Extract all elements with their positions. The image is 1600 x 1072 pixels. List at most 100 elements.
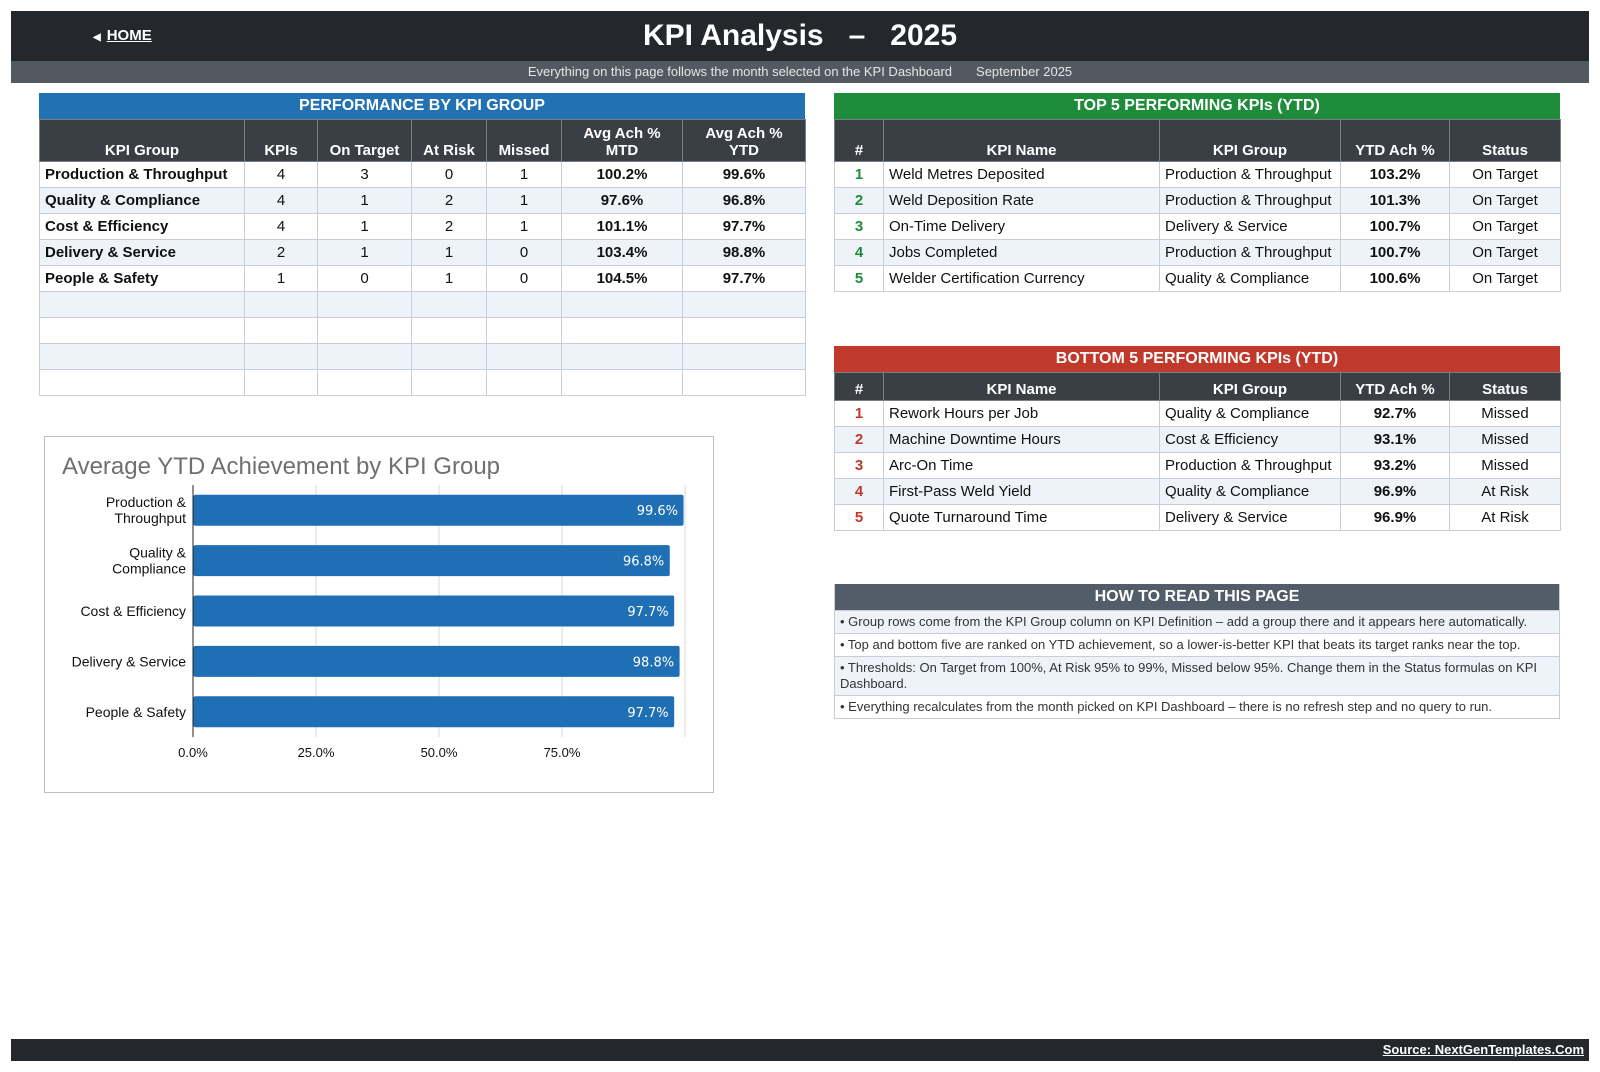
group-cell xyxy=(411,317,487,344)
table-row xyxy=(39,291,806,318)
how-to-read-item: • Group rows come from the KPI Group col… xyxy=(835,610,1559,633)
table-row xyxy=(39,343,806,370)
subtitle-bar: Everything on this page follows the mont… xyxy=(11,61,1589,83)
group-cell xyxy=(411,343,487,370)
group-col-header-line: KPI Group xyxy=(104,142,180,159)
group-cell: 104.5% xyxy=(561,265,683,292)
kpi-name-cell: Machine Downtime Hours xyxy=(883,426,1160,453)
kpi-name-cell: First-Pass Weld Yield xyxy=(883,478,1160,505)
ytd-ach-cell: 101.3% xyxy=(1340,187,1450,214)
bar-value-label: 99.6% xyxy=(637,504,678,519)
group-cell: 4 xyxy=(244,187,318,214)
group-cell xyxy=(411,369,487,396)
group-col-header-line: KPIs xyxy=(264,142,298,159)
kpi-group-name: Production & Throughput xyxy=(39,161,245,188)
group-cell: 99.6% xyxy=(682,161,806,188)
bar xyxy=(193,595,675,627)
group-col-header-line: Avg Ach % xyxy=(583,125,661,142)
top5-col-header: KPI Name xyxy=(883,119,1160,162)
group-cell: 1 xyxy=(317,187,412,214)
table-row: Cost & Efficiency 4 1 2 1 101.1% 97.7% xyxy=(39,213,806,240)
subtitle-text: Everything on this page follows the mont… xyxy=(527,64,953,79)
kpi-group-name xyxy=(39,369,245,396)
ytd-ach-cell: 100.6% xyxy=(1340,265,1450,292)
group-table: KPI Group KPIs On Target At Risk Missed Avg A… xyxy=(39,119,806,396)
bar-value-label: 96.8% xyxy=(623,555,664,570)
how-to-read-item: • Thresholds: On Target from 100%, At Ri… xyxy=(835,656,1559,695)
x-tick-label: 25.0% xyxy=(298,745,335,760)
group-cell: 0 xyxy=(317,265,412,292)
ytd-ach-cell: 100.7% xyxy=(1340,239,1450,266)
table-row: Delivery & Service 2 1 1 0 103.4% 98.8% xyxy=(39,239,806,266)
group-col-header-line: On Target xyxy=(329,142,400,159)
status-cell: On Target xyxy=(1449,161,1561,188)
kpi-group-cell: Quality & Compliance xyxy=(1159,265,1341,292)
page-title: KPI Analysis – 2025 xyxy=(642,19,958,52)
table-row: Quality & Compliance 4 1 2 1 97.6% 96.8% xyxy=(39,187,806,214)
group-col-header: On Target xyxy=(317,119,412,162)
rank-cell: 1 xyxy=(834,161,884,188)
group-cell: 2 xyxy=(411,187,487,214)
home-link[interactable]: ◀ HOME xyxy=(93,27,152,44)
kpi-group-name: Delivery & Service xyxy=(39,239,245,266)
rank-cell: 2 xyxy=(834,187,884,214)
ytd-ach-cell: 103.2% xyxy=(1340,161,1450,188)
group-col-header-line: Missed xyxy=(498,142,550,159)
group-cell: 0 xyxy=(411,161,487,188)
kpi-name-cell: Arc-On Time xyxy=(883,452,1160,479)
group-table-title: PERFORMANCE BY KPI GROUP xyxy=(39,93,805,119)
bottom5-panel: BOTTOM 5 PERFORMING KPIs (YTD) # KPI Name… xyxy=(834,346,1561,531)
top5-col-header: KPI Group xyxy=(1159,119,1341,162)
header-bar: ◀ HOME KPI Analysis – 2025 xyxy=(11,11,1589,61)
category-label: Compliance xyxy=(112,561,186,577)
group-col-header: KPIs xyxy=(244,119,318,162)
source-link[interactable]: Source: NextGenTemplates.Com xyxy=(1382,1042,1584,1057)
rank-cell: 3 xyxy=(834,213,884,240)
kpi-group-cell: Cost & Efficiency xyxy=(1159,426,1341,453)
how-to-read-item: • Top and bottom five are ranked on YTD … xyxy=(835,633,1559,656)
table-row: 4 First-Pass Weld Yield Quality & Complian… xyxy=(834,478,1561,505)
group-cell: 4 xyxy=(244,213,318,240)
home-label: HOME xyxy=(106,27,152,44)
top5-panel: TOP 5 PERFORMING KPIs (YTD) # KPI Name KPI… xyxy=(834,93,1561,292)
group-col-header: Avg Ach % MTD xyxy=(561,119,683,162)
back-arrow-icon: ◀ xyxy=(93,32,101,43)
group-cell: 101.1% xyxy=(561,213,683,240)
group-cell xyxy=(317,369,412,396)
table-row: 1 Rework Hours per Job Quality & Complianc… xyxy=(834,400,1561,427)
status-cell: Missed xyxy=(1449,426,1561,453)
category-label: Delivery & Service xyxy=(72,653,187,669)
how-to-read-title: HOW TO READ THIS PAGE xyxy=(835,584,1559,610)
group-cell: 3 xyxy=(317,161,412,188)
bottom5-col-header: KPI Name xyxy=(883,372,1160,401)
group-cell: 0 xyxy=(486,265,562,292)
group-cell: 1 xyxy=(244,265,318,292)
status-cell: At Risk xyxy=(1449,504,1561,531)
table-row: 4 Jobs Completed Production & Throughput 10… xyxy=(834,239,1561,266)
bottom5-table: # KPI Name KPI Group YTD Ach % Status 1 Rewor… xyxy=(834,372,1561,531)
top5-table: # KPI Name KPI Group YTD Ach % Status 1 Weld … xyxy=(834,119,1561,292)
rank-cell: 4 xyxy=(834,239,884,266)
group-cell xyxy=(244,369,318,396)
group-cell: 96.8% xyxy=(682,187,806,214)
group-cell xyxy=(244,343,318,370)
kpi-group-name xyxy=(39,317,245,344)
group-col-header: Missed xyxy=(486,119,562,162)
group-cell xyxy=(486,317,562,344)
bar xyxy=(193,696,675,728)
group-col-header: At Risk xyxy=(411,119,487,162)
ytd-ach-cell: 100.7% xyxy=(1340,213,1450,240)
group-cell xyxy=(317,343,412,370)
kpi-name-cell: Weld Deposition Rate xyxy=(883,187,1160,214)
status-cell: On Target xyxy=(1449,213,1561,240)
kpi-group-cell: Production & Throughput xyxy=(1159,239,1341,266)
table-row: 3 On-Time Delivery Delivery & Service 100.7… xyxy=(834,213,1561,240)
kpi-name-cell: Quote Turnaround Time xyxy=(883,504,1160,531)
x-tick-label: 50.0% xyxy=(421,745,458,760)
group-cell: 1 xyxy=(486,213,562,240)
group-cell xyxy=(244,317,318,344)
bottom5-col-header: KPI Group xyxy=(1159,372,1341,401)
group-cell: 1 xyxy=(411,239,487,266)
kpi-name-cell: On-Time Delivery xyxy=(883,213,1160,240)
group-cell xyxy=(486,369,562,396)
